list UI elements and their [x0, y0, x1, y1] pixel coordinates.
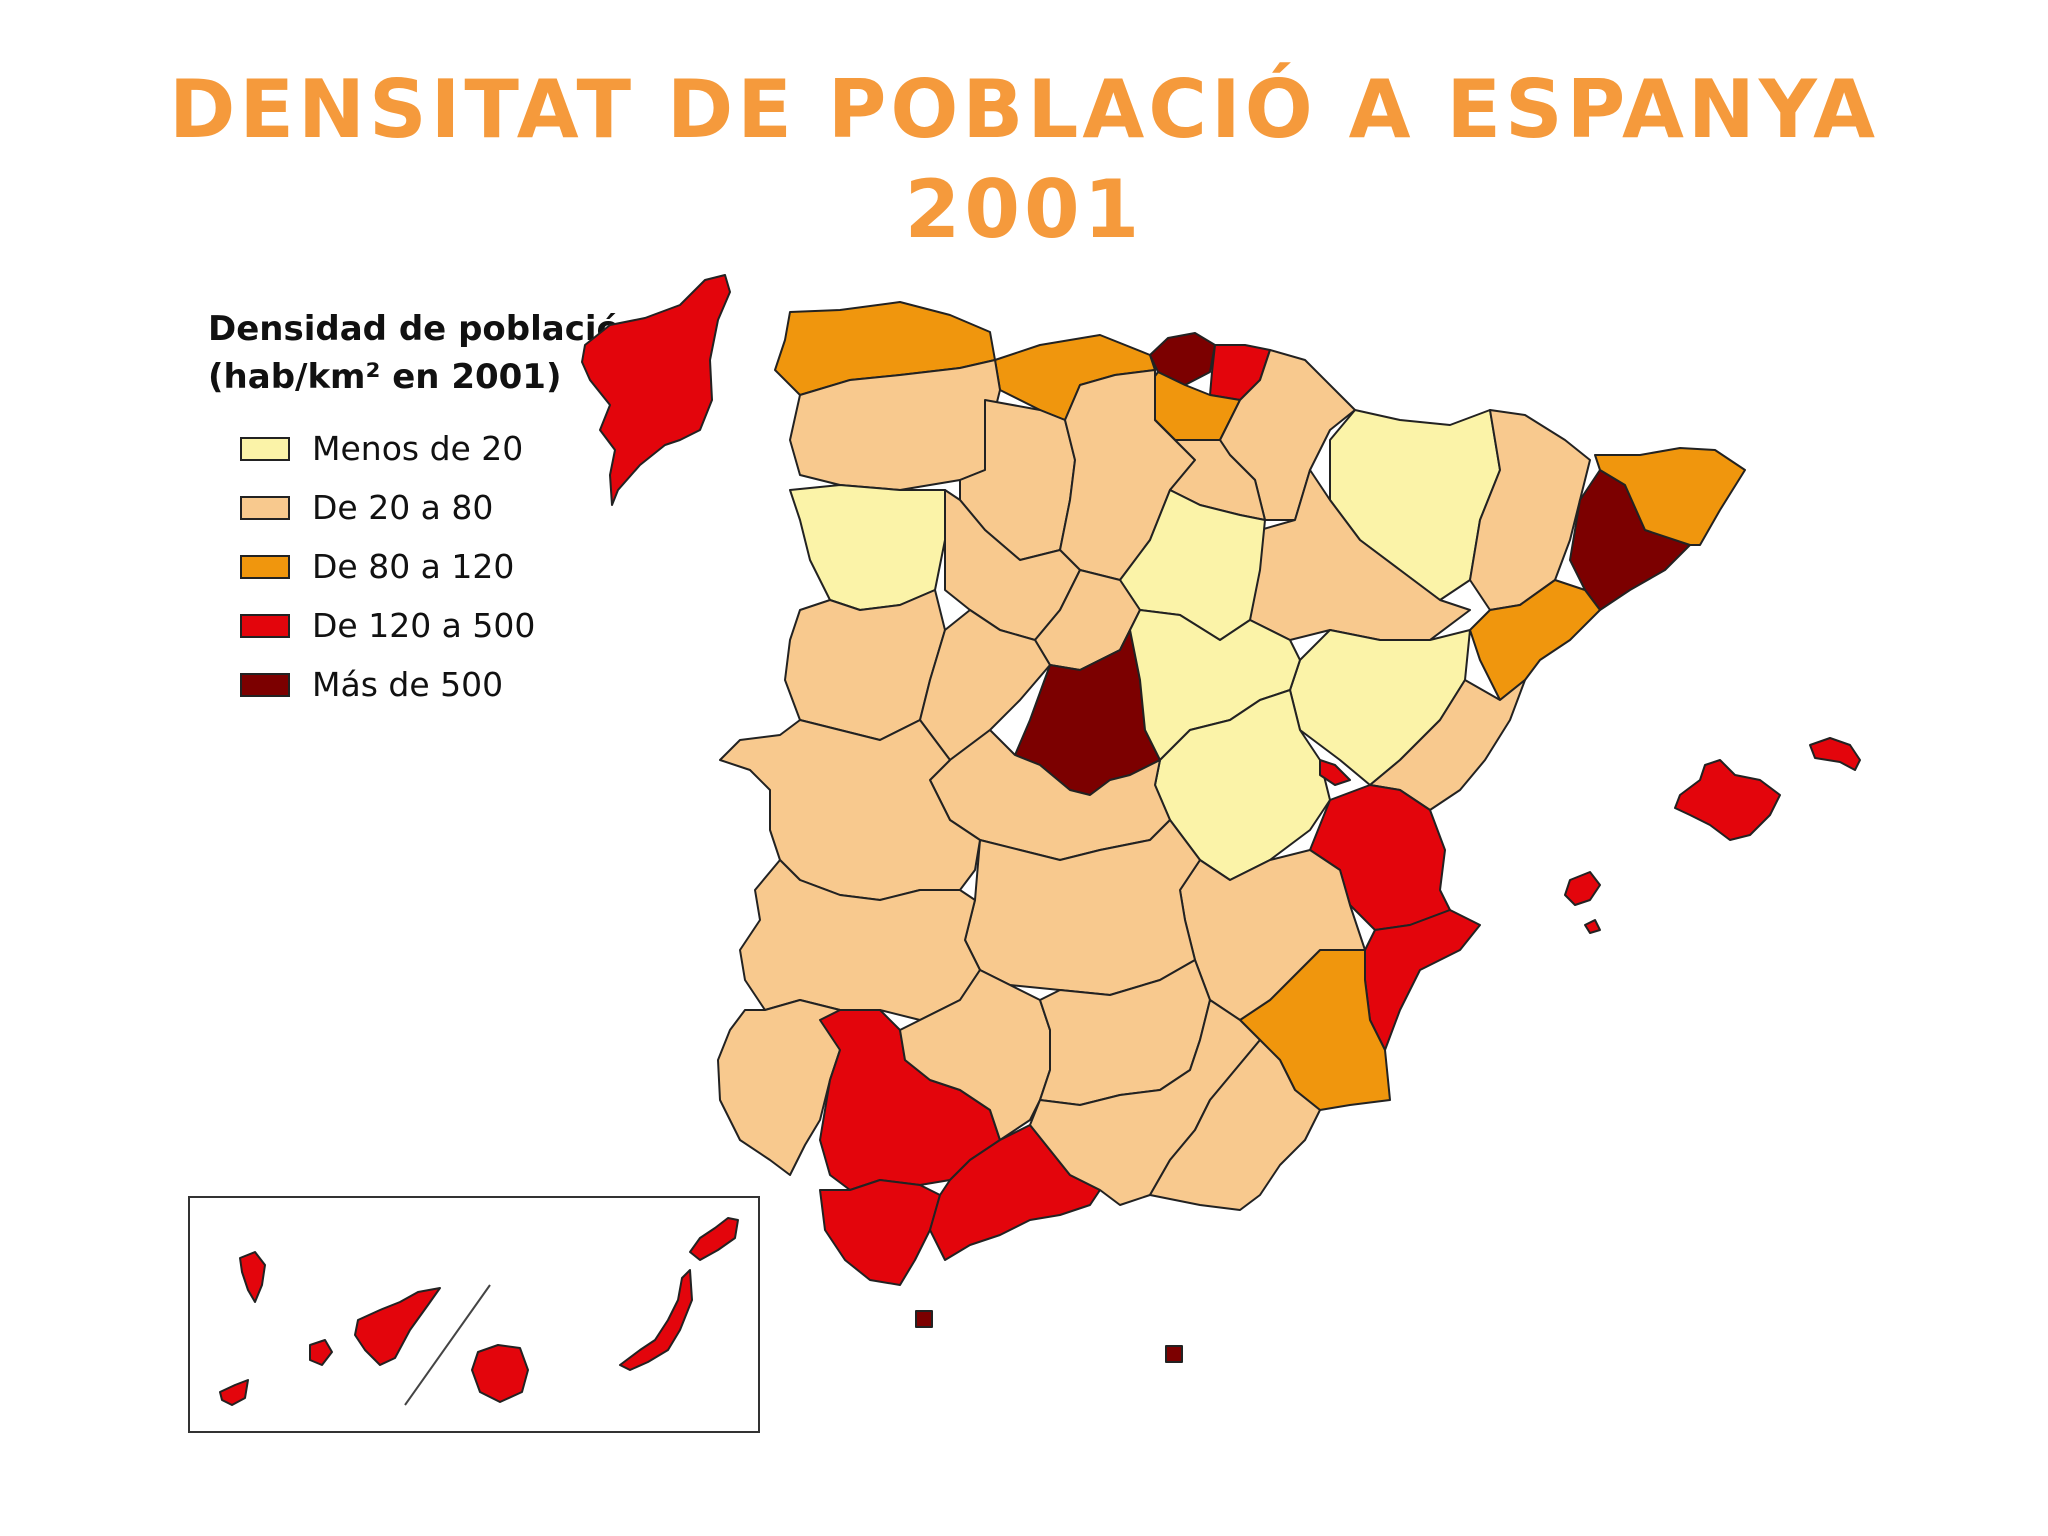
island-fuerteventura: [619, 1269, 693, 1371]
map-title-line2: 2001: [904, 163, 1144, 256]
island-tenerife: [354, 1287, 441, 1366]
legend-swatch: [240, 613, 290, 638]
legend-label: De 80 a 120: [312, 547, 515, 586]
province-cadiz: [819, 1179, 941, 1286]
province-caceres: [719, 719, 981, 901]
island-la-palma: [239, 1251, 266, 1303]
island-gran-canaria: [471, 1344, 529, 1403]
legend-item: De 20 a 80: [208, 478, 644, 537]
legend-title-line2: (hab/km² en 2001): [208, 357, 562, 397]
island-menorca: [1809, 737, 1861, 771]
legend-swatch: [240, 554, 290, 579]
province-almeria: [1149, 1039, 1321, 1211]
province-huelva: [717, 999, 841, 1176]
legend-title: Densidad de población (hab/km² en 2001): [208, 305, 644, 401]
map-title: DENSITAT DE POBLACIÓ A ESPANYA 2001: [0, 60, 2048, 260]
canary-islands-inset-frame: [188, 1196, 760, 1433]
legend-swatch: [240, 672, 290, 697]
province-rincon-de-ademuz: [1319, 759, 1351, 786]
legend-item: De 80 a 120: [208, 537, 644, 596]
province-malaga: [929, 1124, 1101, 1261]
legend-label: De 20 a 80: [312, 488, 494, 527]
island-ibiza: [1564, 871, 1601, 906]
legend-label: Más de 500: [312, 665, 504, 704]
legend-label: De 120 a 500: [312, 606, 536, 645]
province-castellon: [1369, 679, 1526, 811]
province-zamora: [789, 484, 946, 611]
province-girona: [1594, 447, 1746, 546]
island-formentera: [1584, 919, 1601, 934]
province-tarragona: [1469, 579, 1601, 701]
city-melilla: [1165, 1345, 1183, 1363]
legend-items: Menos de 20 De 20 a 80 De 80 a 120 De 12…: [208, 419, 644, 714]
legend-swatch: [240, 436, 290, 461]
legend-swatch: [240, 495, 290, 520]
legend-label: Menos de 20: [312, 429, 524, 468]
island-mallorca: [1674, 759, 1781, 841]
island-lanzarote: [689, 1217, 739, 1261]
province-galicia: [581, 274, 731, 506]
island-el-hierro: [219, 1379, 249, 1406]
inset-divider: [404, 1284, 491, 1406]
province-alicante: [1364, 909, 1481, 1051]
legend: Densidad de población (hab/km² en 2001) …: [208, 305, 644, 714]
legend-item: De 120 a 500: [208, 596, 644, 655]
legend-title-line1: Densidad de población: [208, 309, 645, 349]
legend-item: Menos de 20: [208, 419, 644, 478]
city-ceuta: [915, 1310, 933, 1328]
legend-item: Más de 500: [208, 655, 644, 714]
province-avila: [919, 609, 1051, 761]
island-la-gomera: [309, 1339, 333, 1366]
map-title-line1: DENSITAT DE POBLACIÓ A ESPANYA: [169, 63, 1879, 156]
